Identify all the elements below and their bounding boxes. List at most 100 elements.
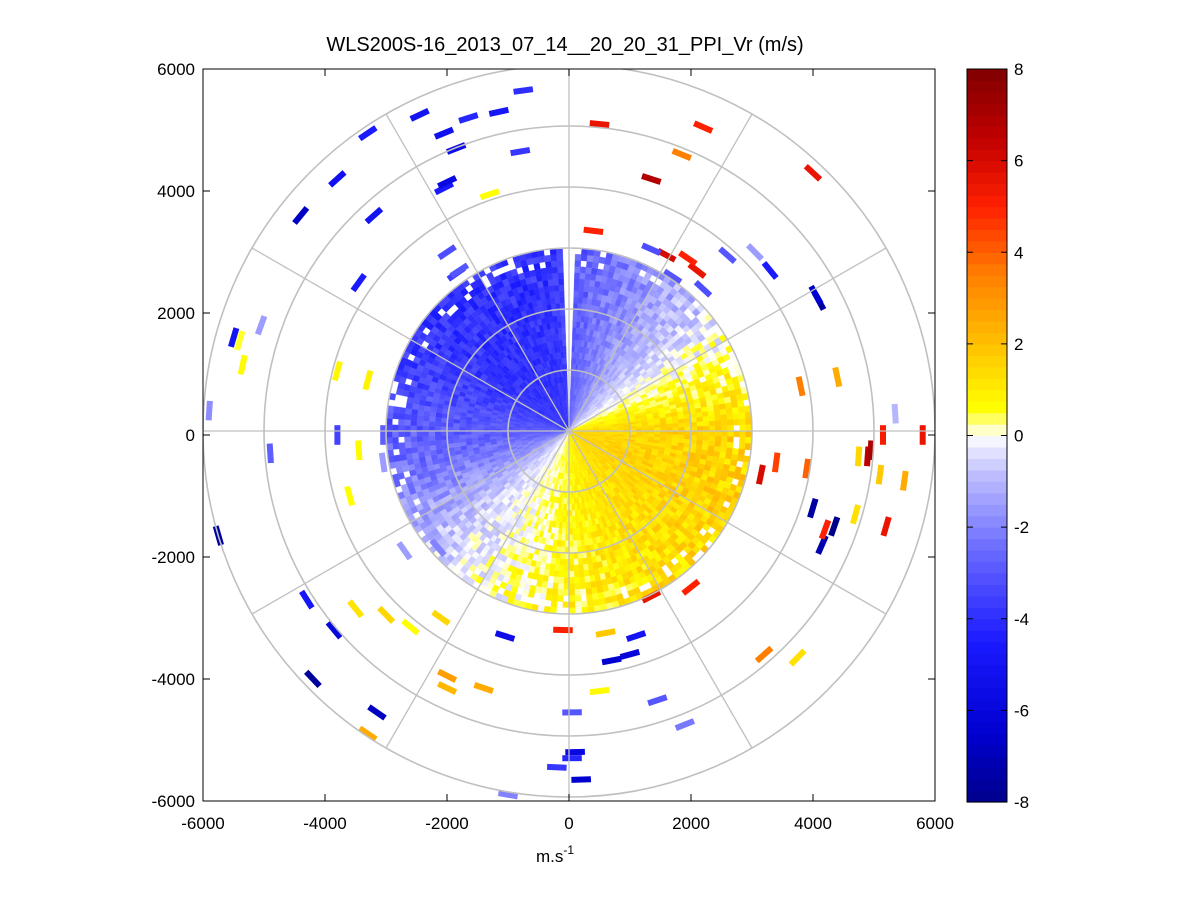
velocity-cell — [574, 582, 581, 590]
velocity-cell — [422, 420, 430, 427]
velocity-cell — [635, 425, 643, 429]
velocity-cell — [417, 451, 425, 458]
velocity-cell — [573, 576, 580, 584]
velocity-cell — [562, 516, 567, 523]
velocity-cell — [568, 564, 575, 572]
velocity-cell — [549, 563, 556, 571]
velocity-cell — [489, 433, 497, 437]
velocity-cell — [405, 452, 413, 460]
velocity-cell — [483, 433, 491, 438]
velocity-cell — [580, 600, 588, 608]
velocity-cell — [562, 601, 570, 609]
velocity-cell — [737, 454, 745, 462]
velocity-cell — [579, 576, 586, 584]
velocity-cell — [558, 570, 565, 578]
velocity-cell — [678, 434, 685, 440]
velocity-cell — [732, 412, 740, 420]
velocity-cell — [553, 570, 560, 578]
velocity-cell — [429, 411, 437, 418]
velocity-cell — [416, 425, 423, 432]
velocity-cell — [392, 406, 401, 414]
velocity-cell — [573, 564, 579, 572]
velocity-cell — [708, 420, 716, 427]
velocity-cell — [568, 571, 575, 578]
velocity-cell — [574, 515, 579, 523]
velocity-cell — [428, 435, 436, 441]
velocity-cell — [672, 434, 679, 439]
velocity-cell — [572, 327, 577, 334]
velocity-cell — [557, 589, 564, 596]
velocity-cell — [440, 430, 448, 436]
velocity-cell — [539, 593, 547, 601]
velocity-cell — [695, 412, 703, 418]
velocity-cell — [582, 291, 589, 299]
velocity-cell — [507, 432, 515, 436]
velocity-cell — [745, 424, 753, 432]
chart-title: WLS200S-16_2013_07_14__20_20_31_PPI_Vr (… — [326, 34, 803, 56]
velocity-cell — [708, 435, 716, 442]
velocity-cell — [591, 593, 599, 601]
velocity-cell — [707, 410, 715, 417]
velocity-cell — [554, 564, 560, 572]
velocity-cell — [564, 558, 570, 566]
velocity-cell — [696, 435, 704, 441]
velocity-cell — [719, 446, 727, 454]
velocity-cell — [678, 422, 685, 428]
velocity-cell — [572, 522, 576, 529]
velocity-cell — [587, 563, 594, 571]
velocity-cell — [477, 424, 484, 429]
velocity-cell — [592, 599, 600, 607]
velocity-cell — [471, 424, 478, 428]
velocity-cell — [434, 416, 442, 423]
velocity-cell — [666, 434, 673, 439]
velocity-cell — [586, 260, 593, 269]
velocity-cell — [563, 564, 570, 572]
velocity-cell — [577, 296, 584, 304]
velocity-cell — [677, 414, 685, 420]
velocity-cell — [572, 528, 577, 535]
velocity-cell — [580, 254, 588, 262]
velocity-cell — [579, 278, 586, 286]
velocity-cell — [570, 485, 574, 493]
velocity-cell — [434, 435, 442, 441]
velocity-cell — [696, 421, 704, 427]
velocity-cell — [623, 426, 631, 430]
velocity-cell — [416, 435, 424, 442]
velocity-cell — [574, 254, 582, 261]
velocity-cell — [585, 587, 593, 595]
velocity-cell — [477, 433, 484, 438]
velocity-cell — [574, 272, 581, 280]
velocity-cell — [416, 420, 424, 427]
velocity-cell — [416, 441, 424, 448]
velocity-cell — [702, 421, 710, 427]
velocity-cell — [428, 425, 436, 432]
velocity-cell — [404, 425, 411, 432]
velocity-cell — [573, 284, 580, 292]
velocity-cell — [727, 436, 734, 443]
velocity-cell — [416, 414, 424, 421]
velocity-cell — [573, 558, 579, 566]
velocity-cell — [572, 540, 578, 547]
velocity-cell — [591, 261, 599, 269]
velocity-cell — [568, 601, 576, 609]
velocity-cell — [708, 440, 716, 447]
velocity-cell — [571, 516, 576, 523]
velocity-cell — [465, 437, 473, 442]
velocity-cell — [568, 589, 575, 596]
velocity-cell — [393, 454, 401, 462]
velocity-cell — [737, 400, 745, 408]
velocity-cell — [701, 406, 709, 413]
velocity-cell — [647, 424, 655, 429]
velocity-cell — [739, 436, 746, 444]
velocity-cell — [571, 497, 575, 505]
velocity-cell — [714, 420, 722, 427]
velocity-cell — [653, 421, 661, 426]
velocity-cell — [702, 416, 710, 422]
velocity-cell — [547, 575, 554, 583]
velocity-cell — [671, 419, 679, 424]
velocity-cell — [582, 563, 589, 571]
velocity-cell — [392, 436, 399, 444]
velocity-cell — [399, 453, 407, 461]
velocity-cell — [572, 333, 576, 340]
